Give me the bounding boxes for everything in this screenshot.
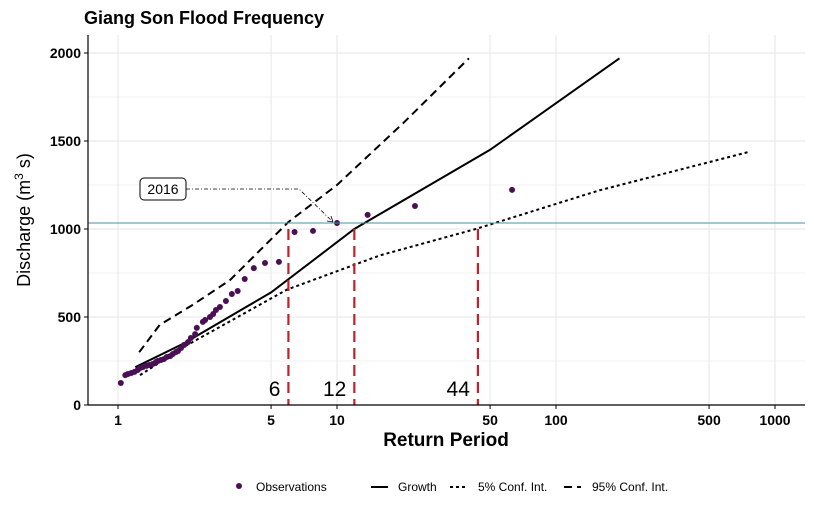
observation-point [228,290,235,297]
observation-point [234,287,241,294]
legend: Observations Growth 5% Conf. Int. 95% Conf.… [236,480,668,494]
x-tick-label: 10 [329,412,345,428]
chart-title: Giang Son Flood Frequency [84,8,324,28]
x-tick-label: 500 [697,412,721,428]
observation-point [202,316,209,323]
series-line-growth [134,57,621,369]
reference-lines: 6 12 44 2016 [88,177,805,405]
x-tick-label: 100 [544,412,568,428]
observation-point [310,227,317,234]
legend-label: 5% Conf. Int. [478,480,547,494]
return-period-label: 12 [323,378,346,401]
return-period-label: 6 [269,378,281,401]
y-tick-label: 0 [73,397,81,413]
observation-point [509,186,516,193]
observation-point [250,265,257,272]
legend-observations-label: Observations [256,480,327,494]
y-tick-label: 500 [58,309,82,325]
observation-point [180,341,187,348]
axes: 0 500 1000 1500 2000 1 5 10 50 100 500 1000 [50,35,805,428]
y-tick-label: 2000 [50,45,81,61]
observation-point [187,334,194,341]
observation-point [291,228,298,235]
legend-observations-icon [236,483,242,489]
annotation-leader [186,188,333,222]
annotation-arrowhead [326,215,334,223]
series-line-95-conf-int- [138,57,470,353]
x-tick-label: 1000 [759,412,790,428]
series-lines [134,57,751,376]
observation-point [241,275,248,282]
x-tick-label: 50 [482,412,498,428]
return-period-label: 44 [447,378,471,401]
legend-label: 95% Conf. Int. [592,480,668,494]
series-line-5-conf-int- [139,150,751,376]
observation-point [275,258,282,265]
legend-label: Growth [398,480,437,494]
observation-point [411,202,418,209]
observation-point [117,380,124,386]
observation-point [193,324,200,331]
y-tick-label: 1000 [50,221,81,237]
y-tick-label: 1500 [50,133,81,149]
observation-point [216,303,223,310]
x-tick-label: 5 [267,412,275,428]
observation-points [117,186,516,386]
observation-point [192,331,199,338]
observation-point [261,259,268,266]
x-tick-label: 1 [114,412,122,428]
annotation-label: 2016 [147,181,178,197]
x-axis-label: Return Period [383,430,509,451]
observation-point [364,211,371,218]
observation-point [222,297,229,304]
y-axis-label: Discharge (m3 s) [12,153,34,287]
grid [88,35,805,406]
